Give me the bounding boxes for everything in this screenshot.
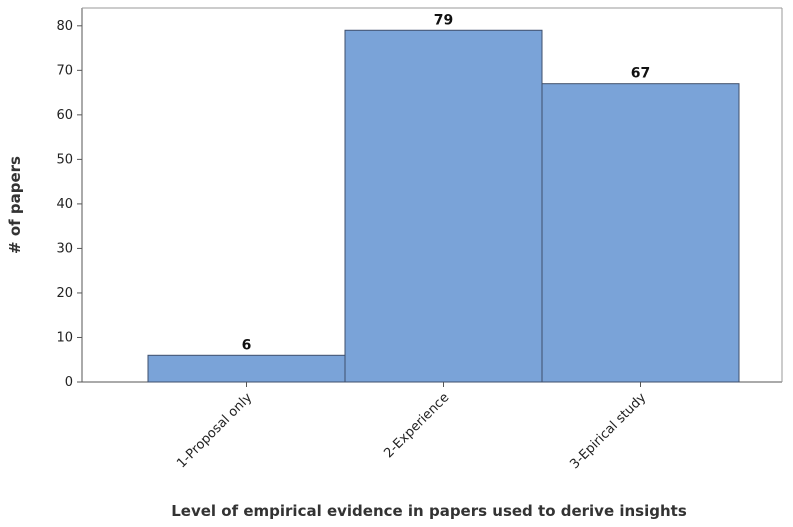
y-axis-ticks: 0 10 20 30 40 50 60 70 80 (56, 19, 82, 390)
y-tick-label: 10 (56, 330, 73, 345)
data-label-1: 6 (242, 337, 252, 353)
bars-group (147, 29, 740, 383)
y-tick-label: 30 (56, 241, 73, 256)
y-tick-label: 0 (65, 375, 73, 390)
y-tick-label: 60 (56, 108, 73, 123)
y-tick-label: 20 (56, 286, 73, 301)
data-label-2: 79 (434, 12, 453, 28)
data-labels-group: 6 79 67 (242, 12, 651, 353)
y-tick-label: 40 (56, 197, 73, 212)
x-tick-label: 2-Experience (381, 390, 452, 461)
y-tick-label: 50 (56, 152, 73, 167)
bar-3 (541, 83, 740, 383)
bar-1 (147, 354, 346, 383)
x-axis-ticks: 1-Proposal only 2-Experience 3-Epirical st… (174, 382, 650, 472)
y-tick-label: 70 (56, 63, 73, 78)
x-tick-label: 3-Epirical study (567, 390, 649, 472)
x-axis-title: Level of empirical evidence in papers us… (171, 502, 687, 520)
y-tick-label: 80 (56, 19, 73, 34)
y-axis-title: # of papers (6, 156, 24, 254)
x-tick-label: 1-Proposal only (174, 390, 255, 471)
bar-2 (344, 29, 543, 383)
data-label-3: 67 (631, 66, 650, 82)
